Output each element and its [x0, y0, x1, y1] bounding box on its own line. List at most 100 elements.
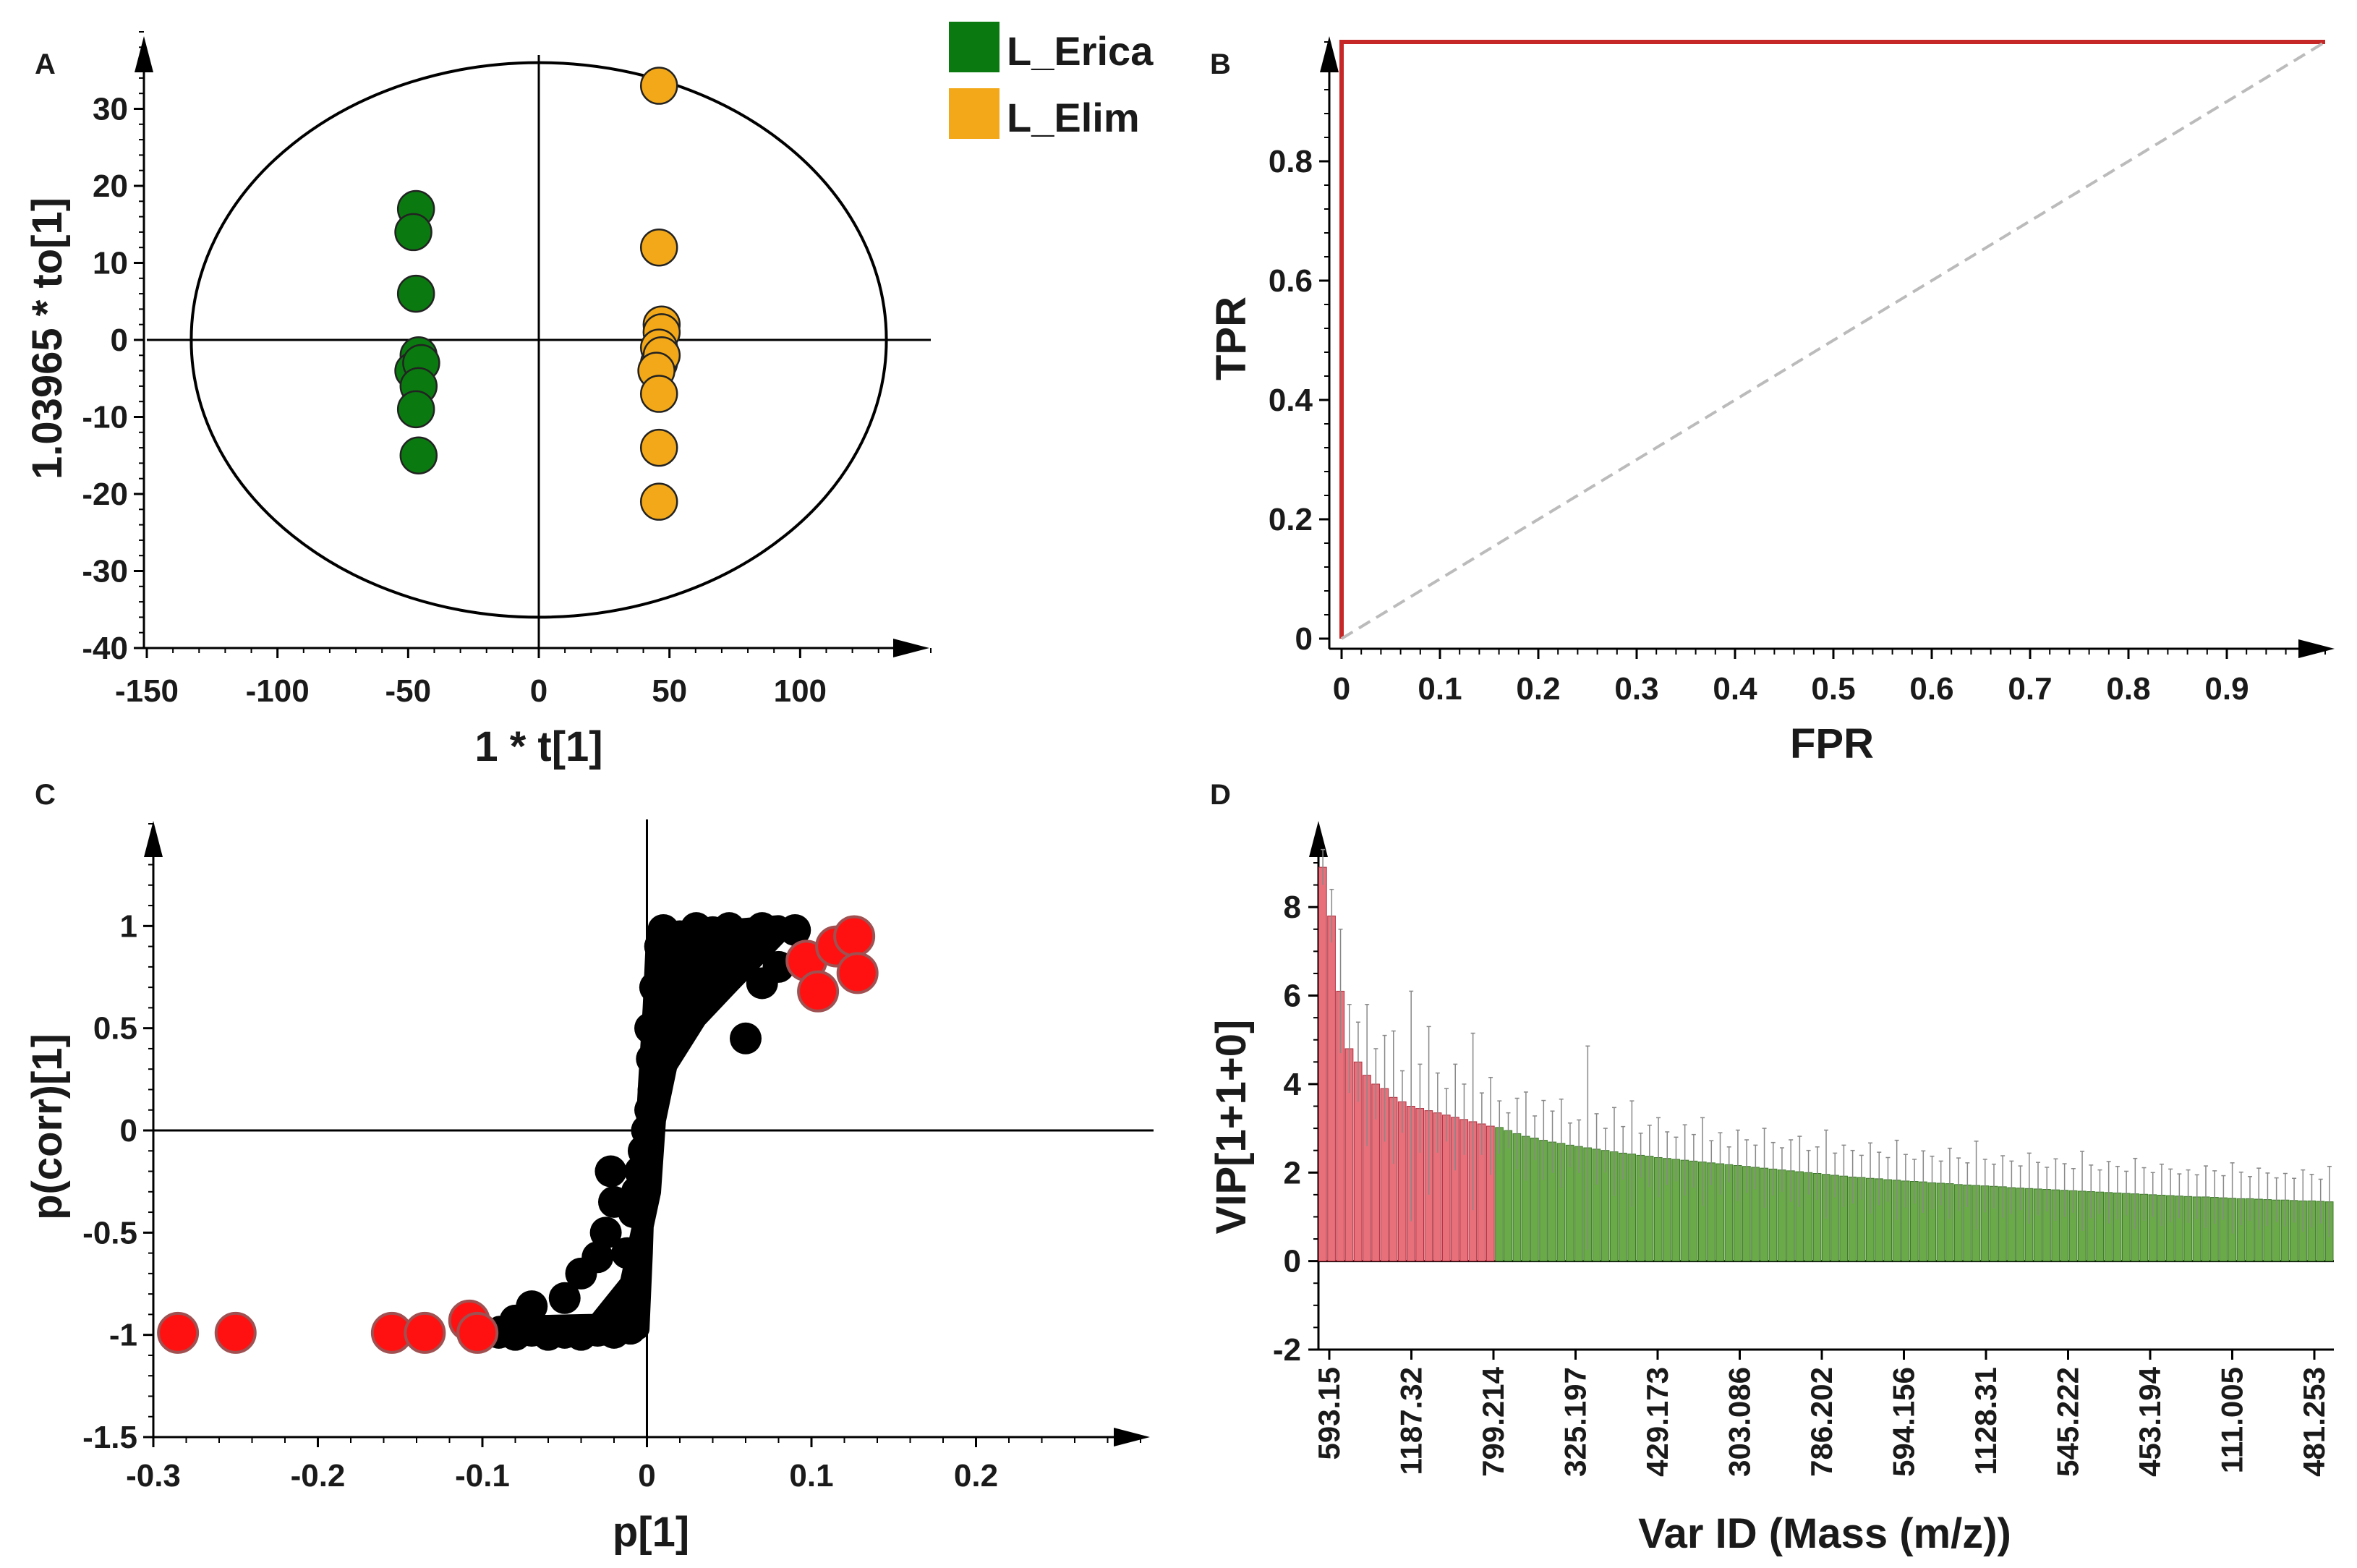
y-tick-label-d: 0: [1284, 1244, 1301, 1279]
y-tick-label-a: 10: [93, 246, 128, 281]
vip-bar: [1504, 1130, 1513, 1262]
y-tick-label-c: -1.5: [82, 1420, 137, 1455]
selected-variable-point: [836, 952, 879, 994]
selected-variable-point: [157, 1311, 200, 1354]
y-tick-label-a: -40: [82, 631, 128, 666]
x-tick-label-b: 0.3: [1614, 671, 1658, 707]
y-tick-label-a: -20: [82, 477, 128, 512]
y-axis-arrow-b: [1320, 36, 1339, 72]
y-tick-label-a: 20: [93, 169, 128, 204]
variable-point: [614, 1288, 647, 1321]
x-tick-label-c: 0: [638, 1458, 655, 1494]
axis-ylabel-a: 1.03965 * to[1]: [24, 197, 71, 480]
variable-point: [746, 912, 778, 945]
axis-xlabel-d: Var ID (Mass (m/z)): [1638, 1510, 2011, 1557]
y-axis-arrow-c: [144, 821, 163, 857]
panel-label-b: B: [1210, 48, 1231, 80]
point-l-erica: [399, 436, 438, 474]
y-tick-label-c: -1: [109, 1318, 137, 1353]
x-axis-arrow-c: [1114, 1428, 1150, 1446]
y-tick-label-d: 8: [1284, 890, 1301, 925]
legend-label-elim: L_Elim: [1007, 95, 1140, 140]
y-tick-label-d: -2: [1273, 1332, 1301, 1368]
variable-point: [672, 955, 704, 987]
x-tick-label-b: 0.4: [1713, 671, 1757, 707]
x-tick-label-b: 0.9: [2204, 671, 2249, 707]
panel-b-roc-curve: B 0 0.1 0.2 0.3 0.4 0.5 0.6 0.7 0.8 0.9 0 0.2 0.4 0.6…: [1208, 36, 2335, 767]
legend-label-erica: L_Erica: [1007, 28, 1154, 74]
y-tick-label-b: 0.6: [1269, 263, 1313, 299]
random-classifier-line: [1340, 41, 2327, 640]
x-tick-label-a: -100: [246, 673, 310, 709]
point-l-elim: [639, 375, 678, 413]
x-tick-label-d: 111.005: [2215, 1367, 2249, 1473]
x-tick-label-b: 0.7: [2008, 671, 2052, 707]
x-tick-label-c: -0.1: [455, 1458, 510, 1494]
variable-point: [655, 1028, 688, 1061]
axis-xlabel-c: p[1]: [613, 1509, 689, 1556]
point-l-elim: [639, 482, 678, 521]
panel-label-d: D: [1210, 779, 1231, 811]
y-tick-label-a: -10: [82, 400, 128, 435]
variable-point: [713, 912, 746, 945]
x-tick-label-d: 593.15: [1312, 1367, 1346, 1460]
x-tick-label-d: 545.222: [2051, 1367, 2085, 1477]
x-tick-label-a: 0: [530, 673, 547, 709]
selected-variable-point: [404, 1311, 446, 1354]
point-l-erica: [394, 213, 432, 252]
variable-point: [730, 1022, 762, 1054]
x-tick-label-b: 0.2: [1516, 671, 1560, 707]
x-tick-label-c: 0.2: [954, 1458, 998, 1494]
legend-swatch-erica: [949, 22, 1000, 72]
legend-a: L_Erica L_Elim: [949, 22, 1154, 140]
selected-variable-point: [833, 915, 876, 958]
variable-point: [589, 1217, 622, 1249]
x-tick-label-d: 429.173: [1640, 1367, 1674, 1477]
x-tick-label-b: 0.8: [2106, 671, 2150, 707]
x-tick-label-d: 1128.31: [1969, 1367, 2003, 1475]
axis-xlabel-a: 1 * t[1]: [474, 723, 602, 770]
x-tick-label-d: 594.156: [1887, 1367, 1921, 1477]
x-tick-label-a: -150: [115, 673, 179, 709]
x-tick-label-d: 799.214: [1476, 1366, 1510, 1476]
y-tick-label-d: 6: [1284, 979, 1301, 1014]
variable-point: [611, 1237, 644, 1269]
x-tick-label-c: 0.1: [789, 1458, 833, 1494]
legend-swatch-elim: [949, 88, 1000, 139]
x-tick-label-d: 481.253: [2297, 1367, 2331, 1477]
variable-point: [637, 1073, 670, 1106]
y-tick-label-a: 0: [111, 323, 128, 358]
y-axis-arrow-a: [135, 36, 153, 72]
x-tick-label-a: 100: [774, 673, 827, 709]
x-tick-label-c: -0.3: [126, 1458, 181, 1494]
x-tick-label-d: 325.197: [1559, 1367, 1593, 1477]
selected-variable-point: [214, 1311, 257, 1354]
x-tick-label-b: 0: [1333, 671, 1350, 707]
point-l-elim: [639, 67, 678, 105]
variable-point: [548, 1282, 581, 1314]
variable-point: [594, 1155, 627, 1188]
y-tick-label-c: 0: [120, 1113, 137, 1149]
panel-d-vip-plot: D -2 0 2 4 6 8 593.15 1187.32 799.214 325.197 429.…: [1208, 779, 2334, 1557]
point-l-elim: [639, 228, 678, 267]
y-tick-label-c: 0.5: [93, 1011, 137, 1047]
x-tick-label-a: 50: [652, 673, 687, 709]
point-l-elim: [639, 428, 678, 467]
axis-ylabel-d: VIP[1+1+0]: [1208, 1020, 1255, 1235]
variable-point: [779, 913, 811, 946]
variable-point: [680, 987, 712, 1020]
x-tick-label-b: 0.5: [1811, 671, 1855, 707]
y-tick-label-b: 0.2: [1269, 502, 1313, 537]
axis-ylabel-c: p(corr)[1]: [24, 1034, 71, 1220]
selected-variable-point: [456, 1311, 499, 1354]
point-l-erica: [396, 390, 435, 429]
x-axis-arrow-a: [893, 639, 929, 657]
x-tick-label-b: 0.1: [1418, 671, 1462, 707]
y-tick-label-d: 2: [1284, 1155, 1301, 1190]
x-tick-label-d: 1187.32: [1394, 1367, 1428, 1475]
axis-xlabel-b: FPR: [1790, 720, 1874, 767]
y-tick-label-b: 0.8: [1269, 144, 1313, 179]
y-tick-label-b: 0: [1295, 621, 1313, 657]
y-tick-label-c: -0.5: [82, 1215, 137, 1250]
y-tick-label-b: 0.4: [1269, 383, 1313, 418]
